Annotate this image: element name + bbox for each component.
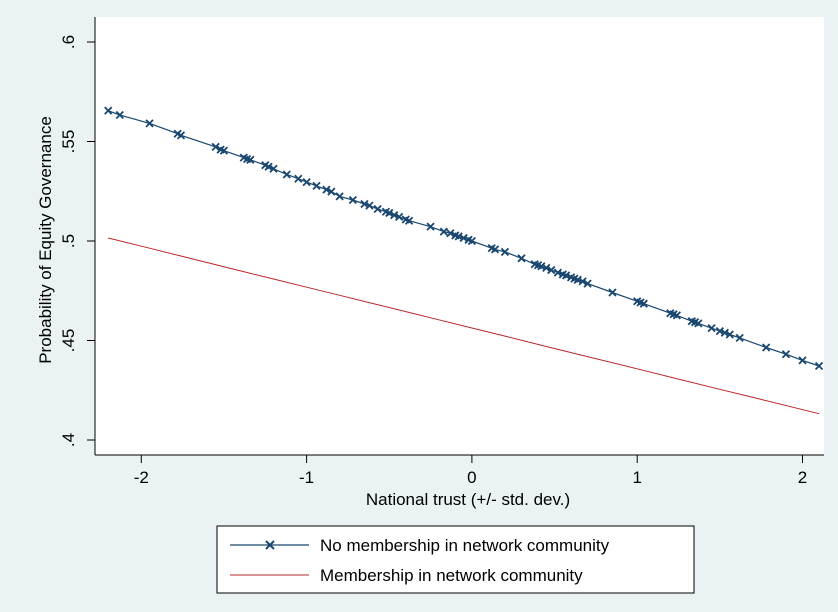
- data-point-marker: [404, 216, 414, 225]
- data-point-marker: [282, 170, 291, 179]
- data-point-marker: [715, 327, 724, 336]
- series-layer: [104, 106, 824, 415]
- legend-marker-no-membership: [265, 540, 275, 550]
- y-tick-label: .6: [59, 35, 78, 49]
- data-point-marker: [145, 119, 154, 128]
- data-point-marker: [694, 319, 703, 328]
- y-axis-ticks: .4 .45 .5 .55 .6: [59, 35, 95, 447]
- data-point-marker: [322, 185, 331, 194]
- series-line: [108, 237, 820, 415]
- data-point-marker: [246, 155, 255, 164]
- data-point-marker: [365, 201, 374, 210]
- y-tick-label: .55: [59, 130, 78, 154]
- data-point-marker: [348, 195, 358, 205]
- legend-label-membership: Membership in network community: [320, 566, 583, 585]
- data-point-marker: [264, 162, 273, 171]
- data-point-marker: [269, 164, 278, 173]
- data-point-marker: [373, 204, 382, 214]
- data-point-marker: [578, 277, 587, 286]
- y-tick-label: .4: [59, 433, 78, 447]
- data-point-marker: [459, 233, 468, 243]
- data-point-marker: [467, 236, 477, 246]
- data-point-marker: [725, 330, 734, 339]
- data-point-marker: [720, 328, 729, 337]
- legend-label-no-membership: No membership in network community: [320, 536, 610, 555]
- data-point-marker: [176, 131, 186, 140]
- data-point-marker: [395, 212, 404, 222]
- data-point-marker: [798, 356, 807, 365]
- data-point-marker: [707, 324, 716, 333]
- data-point-marker: [583, 279, 592, 288]
- data-point-marker: [561, 271, 571, 280]
- data-point-marker: [211, 142, 220, 152]
- data-point-marker: [327, 187, 336, 196]
- data-point-marker: [608, 288, 617, 297]
- data-point-marker: [454, 232, 463, 241]
- data-point-marker: [490, 245, 500, 254]
- y-tick-label: .5: [59, 234, 78, 248]
- data-point-marker: [735, 333, 744, 343]
- data-point-marker: [294, 174, 303, 183]
- data-point-marker: [814, 361, 824, 371]
- y-axis-title: Probability of Equity Governance: [36, 116, 55, 364]
- x-tick-label: -1: [299, 468, 314, 487]
- x-tick-label: -2: [134, 468, 149, 487]
- data-point-marker: [781, 350, 791, 359]
- data-point-marker: [385, 208, 394, 218]
- x-axis-title: National trust (+/- std. dev.): [366, 490, 570, 509]
- legend-box: [216, 525, 695, 594]
- data-point-marker: [360, 199, 369, 209]
- data-point-marker: [762, 343, 771, 352]
- y-tick-label: .45: [59, 329, 78, 353]
- x-tick-label: 0: [467, 468, 476, 487]
- x-tick-label: 2: [798, 468, 807, 487]
- data-point-marker: [219, 146, 229, 155]
- data-point-marker: [553, 268, 562, 277]
- data-point-marker: [312, 181, 321, 191]
- data-point-marker: [426, 222, 435, 231]
- data-point-marker: [517, 254, 526, 263]
- data-point-marker: [115, 110, 124, 120]
- legend: No membership in network community Membe…: [216, 525, 695, 594]
- data-point-marker: [500, 247, 510, 257]
- x-axis-ticks: -2 -1 0 1 2: [134, 455, 807, 487]
- data-point-marker: [439, 227, 448, 236]
- data-point-marker: [446, 229, 455, 238]
- data-point-marker: [335, 192, 344, 201]
- data-point-marker: [573, 275, 582, 284]
- series-1: [104, 106, 824, 371]
- data-point-marker: [542, 263, 551, 273]
- data-point-marker: [639, 299, 648, 308]
- data-point-marker: [672, 311, 682, 320]
- data-point-marker: [302, 177, 311, 187]
- data-point-marker: [537, 262, 546, 271]
- series-2: [108, 237, 820, 415]
- data-point-marker: [547, 265, 556, 275]
- data-point-marker: [104, 106, 113, 115]
- x-tick-label: 1: [632, 468, 641, 487]
- data-point-marker: [390, 210, 399, 220]
